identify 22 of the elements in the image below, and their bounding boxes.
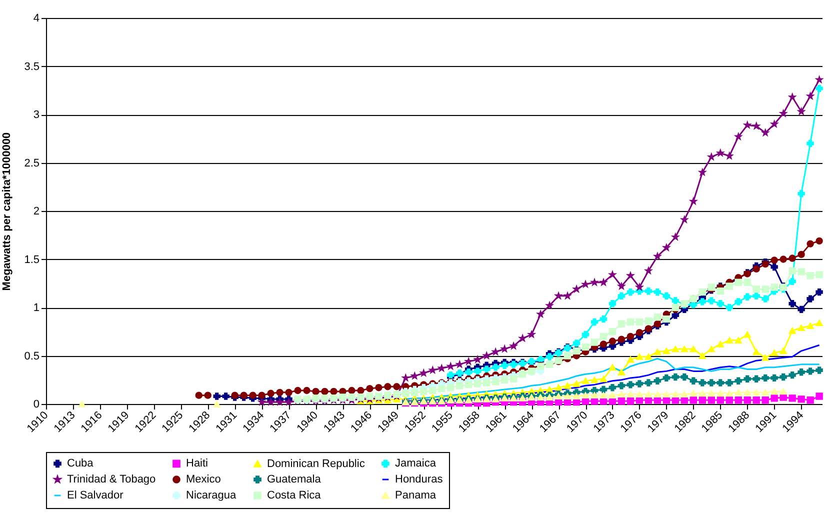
legend-label: Cuba: [67, 458, 94, 470]
legend-label: Jamaica: [395, 458, 437, 470]
legend-label: Nicaragua: [186, 490, 238, 502]
y-tick-label: 2: [33, 206, 40, 218]
legend-label: Trinidad & Tobago: [67, 474, 156, 486]
legend-label: Haiti: [186, 458, 208, 470]
y-tick-label: 0: [33, 398, 40, 410]
y-tick-label: 4: [33, 12, 40, 24]
legend-label: Dominican Republic: [267, 458, 366, 470]
y-tick-label: 1: [33, 302, 40, 314]
legend-label: Panama: [395, 490, 437, 502]
y-tick-label: 3: [33, 109, 40, 121]
legend-label: Honduras: [395, 474, 444, 486]
y-tick-label: 2.5: [24, 157, 40, 170]
y-tick-label: 0.5: [24, 350, 40, 362]
legend-label: Costa Rica: [267, 490, 322, 502]
y-tick-label: 1.5: [24, 254, 40, 266]
legend-label: Guatemala: [267, 474, 322, 486]
y-tick-label: 3.5: [24, 60, 40, 73]
legend-label: El Salvador: [67, 490, 124, 502]
legend-label: Mexico: [186, 474, 221, 486]
y-axis-title: Megawatts per capita*1000000: [1, 132, 14, 291]
